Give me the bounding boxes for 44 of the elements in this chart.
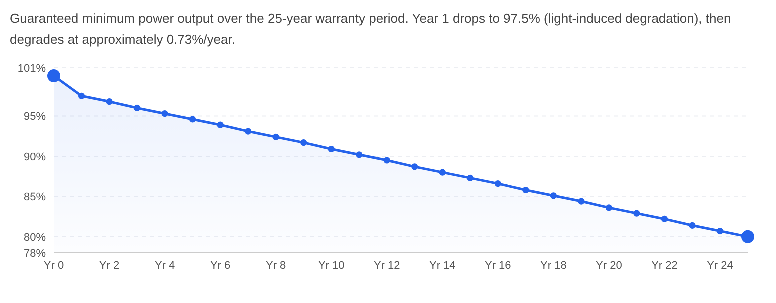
x-tick-label: Yr 20 xyxy=(596,260,622,272)
point xyxy=(467,174,474,182)
x-tick-label: Yr 4 xyxy=(154,260,176,272)
point xyxy=(134,104,141,112)
x-tick-label: Yr 18 xyxy=(540,260,567,272)
point xyxy=(716,228,724,235)
point xyxy=(439,169,446,176)
chart-title: Guaranteed minimum power output over the 25-year warranty period. Year 1 drops to 97.5% (light-induced degradation), then degrades at approximately 0.73%/year. xyxy=(9,10,732,49)
y-tick-label: 78% xyxy=(24,248,46,260)
point xyxy=(328,146,335,153)
x-tick-label: Yr 2 xyxy=(99,260,120,272)
point xyxy=(272,134,280,140)
x-tick-label: Yr 12 xyxy=(374,260,400,272)
x-tick-label: Yr 16 xyxy=(485,260,512,272)
point xyxy=(162,110,168,118)
x-tick-label: Yr 24 xyxy=(707,260,734,272)
point xyxy=(384,157,390,164)
y-tick-label: 95% xyxy=(24,111,46,124)
point xyxy=(494,180,502,188)
point xyxy=(245,128,252,135)
point xyxy=(689,222,696,229)
point xyxy=(217,122,224,128)
point xyxy=(634,210,640,217)
x-tick-label: Yr 10 xyxy=(318,260,345,272)
y-tick-label: 85% xyxy=(24,192,46,204)
point xyxy=(522,186,530,194)
point xyxy=(78,92,86,100)
y-tick-label: 90% xyxy=(24,151,46,164)
x-tick-label: Yr 0 xyxy=(44,260,64,272)
point xyxy=(550,192,557,200)
x-tick-label: Yr 8 xyxy=(266,260,286,272)
x-tick-label: Yr 6 xyxy=(210,260,231,272)
point xyxy=(106,98,113,106)
point xyxy=(578,198,585,205)
x-tick-label: Yr 14 xyxy=(429,260,456,272)
point xyxy=(412,164,418,170)
point xyxy=(661,216,668,223)
y-tick-label: 101% xyxy=(18,62,46,75)
point xyxy=(356,152,363,158)
x-tick-label: Yr 22 xyxy=(652,260,678,272)
point xyxy=(606,204,612,212)
y-tick-label: 80% xyxy=(24,232,46,244)
point xyxy=(300,140,308,146)
point xyxy=(190,116,196,123)
